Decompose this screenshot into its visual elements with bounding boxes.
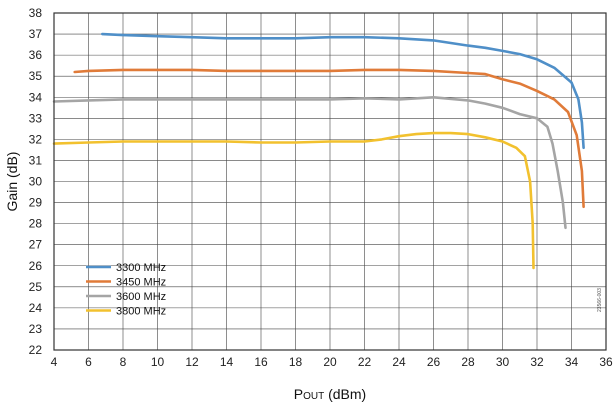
plot-frame	[53, 12, 607, 351]
series-layer	[52, 32, 585, 270]
figure-id-watermark: 23566-003	[597, 288, 603, 312]
x-tick-label: 36	[599, 355, 613, 369]
x-tick-label: 22	[358, 355, 372, 369]
series-line-3	[52, 96, 567, 230]
x-tick-label: 16	[254, 355, 268, 369]
y-tick-label: 31	[29, 153, 43, 167]
x-tick-label: 12	[185, 355, 199, 369]
y-tick-label: 27	[29, 238, 43, 252]
y-tick-label: 22	[29, 343, 43, 357]
series-line-1	[101, 32, 585, 150]
y-tick-label: 24	[29, 301, 43, 315]
x-tick-label: 6	[85, 355, 92, 369]
y-tick-label: 36	[29, 48, 43, 62]
legend-label: 3450 MHz	[116, 277, 166, 289]
x-tick-label: 14	[220, 355, 234, 369]
x-tick-label: 28	[461, 355, 475, 369]
x-axis-title-unit: (dBm)	[324, 386, 366, 402]
y-tick-label: 32	[29, 132, 43, 146]
y-tick-label: 33	[29, 111, 43, 125]
x-tick-label: 8	[120, 355, 127, 369]
legend-label: 3600 MHz	[116, 291, 166, 303]
series-line-2	[73, 68, 585, 209]
x-tick-label: 20	[323, 355, 337, 369]
legend-label: 3300 MHz	[116, 262, 166, 274]
x-tick-label: 30	[496, 355, 510, 369]
y-tick-label: 37	[29, 27, 43, 41]
x-axis-title-main: P	[294, 386, 303, 402]
x-axis-title: POUT (dBm)	[294, 386, 366, 402]
x-tick-label: 26	[427, 355, 441, 369]
y-tick-label: 30	[29, 175, 43, 189]
legend-label: 3800 MHz	[116, 306, 166, 318]
x-tick-label: 24	[392, 355, 406, 369]
x-axis-title-subscript: OUT	[303, 391, 324, 402]
x-tick-label: 32	[530, 355, 544, 369]
legend: 3300 MHz 3450 MHz 3600 MHz 3800 MHz	[86, 262, 166, 318]
y-tick-label: 28	[29, 217, 43, 231]
y-axis-title: Gain (dB)	[4, 152, 20, 212]
x-tick-label: 4	[51, 355, 58, 369]
x-tick-labels: 4 6 8 10 12 14 16 18 20 22 24 26 28 30 32 34 36	[51, 355, 613, 369]
y-tick-label: 23	[29, 322, 43, 336]
series-line-4	[52, 131, 535, 270]
y-tick-label: 25	[29, 280, 43, 294]
y-tick-label: 38	[29, 6, 43, 20]
y-tick-label: 34	[29, 90, 43, 104]
y-tick-label: 29	[29, 196, 43, 210]
y-tick-label: 35	[29, 69, 43, 83]
x-tick-label: 34	[565, 355, 579, 369]
y-tick-label: 26	[29, 259, 43, 273]
x-tick-label: 18	[289, 355, 303, 369]
y-tick-labels: 22 23 24 25 26 27 28 29 30 31 32 33 34 35 36 37 38	[29, 6, 43, 357]
x-tick-label: 10	[151, 355, 165, 369]
